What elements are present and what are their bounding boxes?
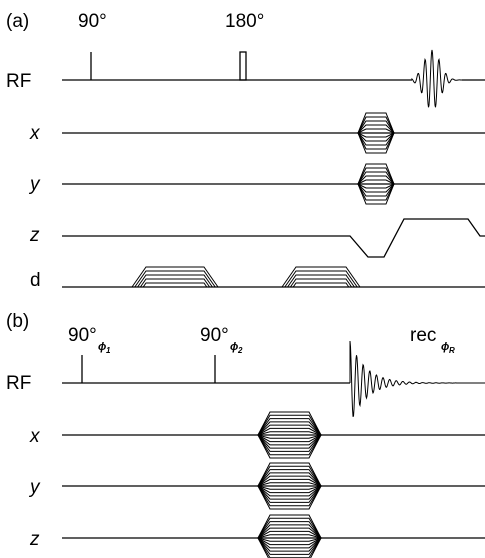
panel-a-180-pulse-label: 180° bbox=[225, 11, 264, 32]
svg-text:R: R bbox=[449, 346, 455, 355]
panel-b-fid-signal bbox=[349, 340, 485, 417]
panel-a-90-pulse-label: 90° bbox=[78, 11, 107, 32]
svg-text:ϕ: ϕ bbox=[230, 341, 238, 353]
panel-a-diffusion-gradient-2 bbox=[281, 266, 361, 288]
panel-a-x-readout-gradient bbox=[357, 112, 395, 154]
svg-text:1: 1 bbox=[106, 346, 111, 355]
panel-a-x-label: x bbox=[29, 123, 41, 144]
panel-a-z-label: z bbox=[29, 225, 40, 246]
panel-b-receiver-label: rec ϕ R bbox=[410, 325, 455, 355]
panel-b-y-gradient bbox=[257, 462, 322, 510]
panel-b-rf-label: RF bbox=[6, 373, 31, 394]
svg-text:90°: 90° bbox=[68, 325, 97, 346]
panel-a-180-pulse bbox=[239, 51, 247, 81]
panel-b-z-gradient bbox=[257, 514, 322, 558]
panel-b-z-label: z bbox=[29, 529, 40, 550]
panel-a-diffusion-gradient-1 bbox=[131, 266, 219, 288]
panel-a-d-label: d bbox=[30, 270, 41, 291]
svg-text:90°: 90° bbox=[200, 325, 229, 346]
panel-b-pulse-1-label: 90° ϕ 1 bbox=[68, 325, 111, 355]
panel-a-echo-signal bbox=[411, 49, 462, 108]
panel-a-z-gradient bbox=[62, 218, 485, 258]
svg-text:ϕ: ϕ bbox=[441, 341, 449, 353]
panel-b-x-label: x bbox=[29, 426, 41, 447]
panel-b-pulse-2-label: 90° ϕ 2 bbox=[200, 325, 243, 355]
svg-text:ϕ: ϕ bbox=[98, 341, 106, 353]
svg-text:rec: rec bbox=[410, 325, 436, 346]
panel-a-rf-label: RF bbox=[6, 71, 31, 92]
panel-a-label: (a) bbox=[6, 11, 29, 32]
panel-b-label: (b) bbox=[6, 311, 29, 332]
panel-b-y-label: y bbox=[28, 477, 41, 498]
panel-a-y-label: y bbox=[28, 174, 41, 195]
panel-b-x-gradient bbox=[257, 411, 322, 459]
svg-text:2: 2 bbox=[237, 346, 243, 355]
panel-a-y-readout-gradient bbox=[357, 163, 395, 205]
